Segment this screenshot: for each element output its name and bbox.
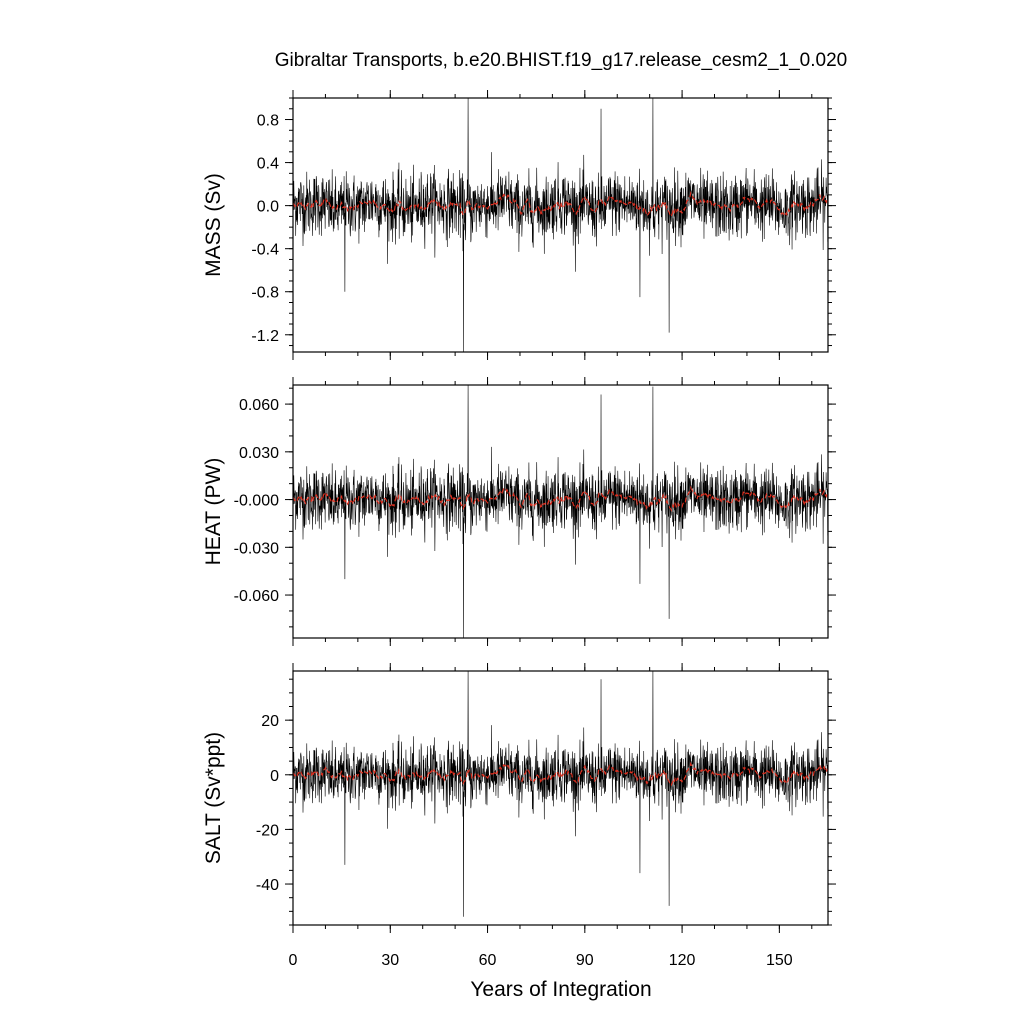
chart-title: Gibraltar Transports, b.e20.BHIST.f19_g1… bbox=[275, 50, 847, 71]
heat-ytick-label: -0.000 bbox=[234, 493, 279, 510]
panel-salt: 20 0 -20 -40 SALT (Sv*ppt) bbox=[202, 663, 836, 933]
x-axis-label: Years of Integration bbox=[470, 978, 651, 1001]
salt-ytick-label: -20 bbox=[256, 822, 279, 839]
mass-ytick-label: 0.8 bbox=[257, 113, 279, 130]
mass-running-mean-line bbox=[293, 190, 828, 219]
mass-ytick-label: 0.4 bbox=[257, 156, 279, 173]
xtick-label: 60 bbox=[479, 952, 497, 969]
mass-series-line bbox=[293, 98, 828, 352]
heat-running-mean-line bbox=[293, 485, 828, 512]
panel-mass: 0.8 0.4 0.0 -0.4 -0.8 -1.2 MASS (Sv) bbox=[202, 90, 836, 360]
mass-ytick-label: 0.0 bbox=[257, 199, 279, 216]
heat-ytick-label: -0.060 bbox=[234, 588, 279, 605]
salt-plot-frame bbox=[292, 670, 829, 926]
salt-ytick-label: 20 bbox=[261, 713, 279, 730]
xtick-label: 90 bbox=[576, 952, 594, 969]
panel-heat: 0.060 0.030 -0.000 -0.030 -0.060 HEAT (PW) bbox=[202, 377, 836, 646]
x-tick-labels: 0 30 60 90 120 150 bbox=[289, 952, 793, 969]
heat-series-line bbox=[293, 385, 828, 638]
salt-y-axis-label: SALT (Sv*ppt) bbox=[202, 732, 225, 864]
heat-y-axis-label: HEAT (PW) bbox=[202, 458, 225, 566]
xtick-label: 30 bbox=[381, 952, 399, 969]
mass-ytick-label: -0.4 bbox=[251, 242, 279, 259]
xtick-label: 120 bbox=[669, 952, 696, 969]
mass-ytick-label: -0.8 bbox=[251, 285, 279, 302]
heat-plot-frame bbox=[292, 384, 829, 639]
mass-ytick-label: -1.2 bbox=[251, 328, 279, 345]
salt-series-line bbox=[293, 671, 828, 917]
salt-ytick-label: -40 bbox=[256, 877, 279, 894]
mass-y-axis-label: MASS (Sv) bbox=[202, 173, 225, 277]
xtick-label: 0 bbox=[289, 952, 298, 969]
heat-ytick-label: -0.030 bbox=[234, 540, 279, 557]
mass-plot-frame bbox=[292, 97, 829, 353]
salt-ytick-label: 0 bbox=[270, 768, 279, 785]
heat-ytick-label: 0.060 bbox=[239, 397, 279, 414]
panels: 0.8 0.4 0.0 -0.4 -0.8 -1.2 MASS (Sv) 0.060 0.030… bbox=[202, 90, 836, 969]
heat-ytick-label: 0.030 bbox=[239, 445, 279, 462]
salt-running-mean-line bbox=[293, 761, 828, 788]
xtick-label: 150 bbox=[766, 952, 793, 969]
